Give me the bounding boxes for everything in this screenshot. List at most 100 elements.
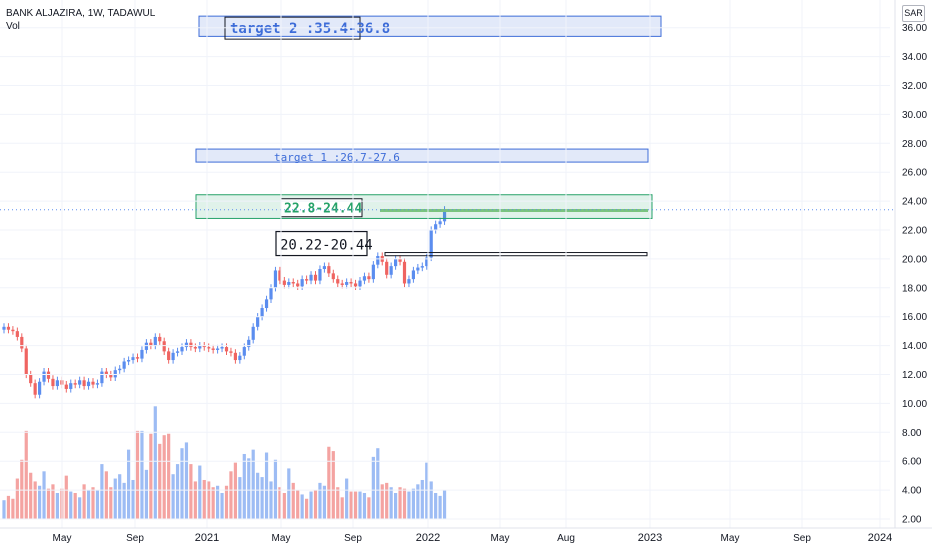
- price-tick: 30.00: [902, 110, 927, 121]
- volume-bar: [376, 448, 380, 519]
- volume-bar: [247, 458, 251, 519]
- candle-body: [127, 360, 131, 362]
- volume-bar: [416, 484, 420, 519]
- volume-bar: [2, 500, 6, 519]
- price-tick: 18.00: [902, 283, 927, 294]
- candle-body: [442, 209, 447, 222]
- volume-bar: [411, 488, 415, 519]
- target2-label: target 2 :35.4-36.8: [230, 21, 390, 37]
- volume-bar: [385, 482, 389, 519]
- volume-bar: [318, 482, 322, 519]
- volume-bar: [313, 490, 318, 519]
- candle-body: [135, 357, 140, 359]
- candle-body: [327, 266, 331, 274]
- candle-body: [416, 267, 420, 271]
- candle-body: [140, 349, 144, 359]
- candle-body: [242, 347, 246, 356]
- price-tick: 28.00: [902, 139, 927, 150]
- candle-body: [189, 342, 193, 348]
- candle-body: [167, 351, 171, 361]
- candle-body: [184, 342, 189, 348]
- volume-bar: [202, 479, 206, 519]
- volume-bar: [233, 462, 237, 519]
- candle-body: [407, 279, 411, 284]
- volume-bar: [305, 498, 309, 519]
- volume-bar: [109, 487, 113, 519]
- volume-bar: [282, 492, 286, 519]
- symbol-title: BANK ALJAZIRA, 1W, TADAWUL: [6, 8, 156, 19]
- candle-body: [425, 257, 429, 267]
- volume-bar: [322, 485, 326, 519]
- volume-bar: [367, 497, 371, 519]
- time-tick: May: [53, 533, 72, 544]
- candle-body: [269, 287, 273, 300]
- volume-bar: [229, 471, 233, 519]
- volume-bar: [211, 487, 215, 519]
- time-tick: 2024: [868, 532, 892, 544]
- volume-bar: [336, 487, 340, 519]
- volume-bar: [104, 471, 108, 519]
- volume-bar: [127, 449, 131, 519]
- volume-bar: [358, 491, 362, 519]
- volume-bar: [189, 464, 193, 519]
- price-tick: 24.00: [902, 197, 927, 208]
- candle-body: [211, 348, 215, 350]
- candle-body: [402, 261, 407, 284]
- volume-bar: [6, 495, 11, 519]
- volume-bar: [429, 481, 433, 519]
- volume-bar: [24, 430, 28, 519]
- candle-body: [313, 274, 318, 281]
- volume-bar: [260, 477, 264, 519]
- volume-bar: [140, 430, 144, 519]
- volume-bar: [11, 498, 15, 519]
- candle-body: [193, 347, 197, 349]
- candle-body: [394, 258, 398, 267]
- volume-bar: [220, 492, 224, 519]
- time-tick: May: [721, 533, 740, 544]
- volume-bar: [171, 474, 175, 519]
- volume-bar: [394, 492, 398, 519]
- candle-body: [86, 381, 91, 387]
- candle-body: [122, 361, 126, 369]
- candle-body: [353, 283, 358, 287]
- volume-bar: [100, 464, 104, 519]
- volume-bar: [327, 446, 331, 519]
- price-tick: 12.00: [902, 370, 927, 381]
- volume-bar: [42, 471, 46, 519]
- candle-body: [296, 283, 300, 287]
- candle-body: [38, 381, 42, 395]
- candle-body: [73, 383, 77, 385]
- volume-bar: [198, 465, 202, 519]
- volume-bar: [82, 484, 86, 519]
- time-tick: Sep: [344, 533, 362, 544]
- volume-bar: [389, 487, 393, 519]
- volume-bar: [38, 485, 42, 519]
- candle-body: [51, 378, 55, 387]
- candle-body: [309, 274, 313, 281]
- volume-bar: [349, 491, 353, 519]
- volume-bar: [131, 479, 135, 519]
- volume-bar: [73, 492, 77, 519]
- candle-body: [362, 276, 367, 281]
- candle-body: [153, 336, 157, 346]
- candle-body: [340, 283, 344, 285]
- time-tick: 2022: [416, 532, 440, 544]
- volume-bar: [434, 492, 438, 519]
- candle-body: [162, 341, 166, 352]
- volume-bars: [2, 406, 447, 519]
- volume-bar: [340, 497, 344, 519]
- currency-badge[interactable]: SAR: [902, 5, 925, 22]
- candle-body: [15, 331, 19, 337]
- volume-bar: [175, 464, 180, 519]
- candle-body: [256, 316, 260, 327]
- price-tick: 10.00: [902, 399, 927, 410]
- candle-body: [220, 347, 224, 349]
- candle-body: [434, 224, 438, 230]
- volume-bar: [300, 494, 304, 519]
- volume-bar: [69, 491, 73, 519]
- volume-bar: [113, 478, 117, 519]
- time-tick: Aug: [557, 533, 575, 544]
- volume-bar: [15, 478, 19, 519]
- volume-bar: [158, 443, 162, 519]
